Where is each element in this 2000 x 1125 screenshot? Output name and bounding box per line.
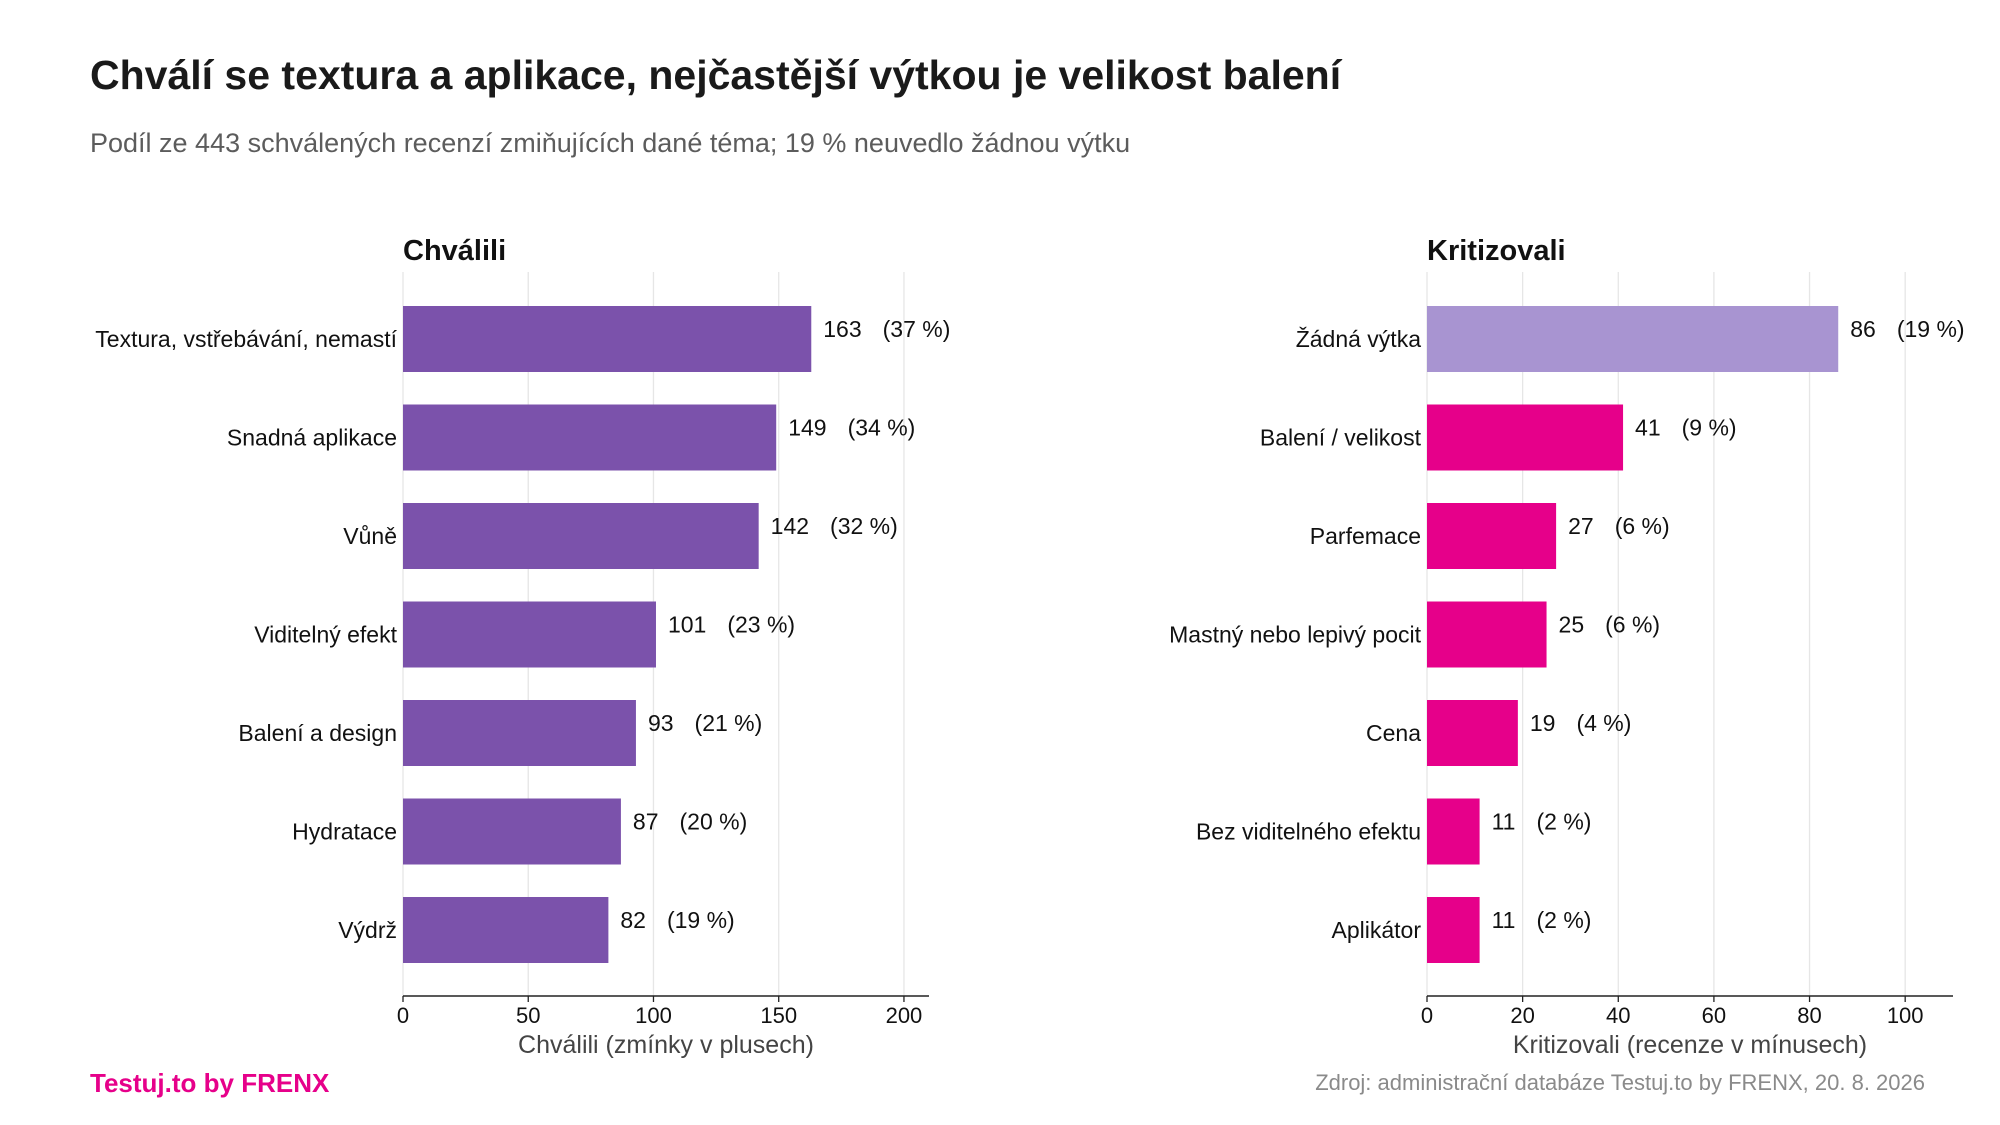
criticized-value-label: 25: [1559, 612, 1585, 638]
praised-value-label: 82: [620, 907, 646, 933]
praised-percent-label: (34 %): [848, 415, 916, 441]
chart-title: Chválí se textura a aplikace, nejčastějš…: [90, 52, 1342, 98]
criticized-percent-label: (9 %): [1682, 415, 1737, 441]
criticized-bar: [1427, 798, 1480, 865]
praised-category-label: Hydratace: [292, 819, 397, 845]
praised-value-label: 101: [668, 612, 706, 638]
chart-subtitle: Podíl ze 443 schválených recenzí zmiňují…: [90, 128, 1131, 158]
criticized-panel-title: Kritizovali: [1427, 235, 1566, 267]
criticized-x-tick-label: 0: [1421, 1003, 1433, 1028]
praised-category-label: Snadná aplikace: [227, 425, 397, 451]
criticized-x-axis-label: Kritizovali (recenze v mínusech): [1513, 1031, 1867, 1059]
praised-panel-title: Chválili: [403, 235, 506, 267]
praised-bar: [403, 798, 621, 865]
criticized-bar: [1427, 700, 1518, 766]
praised-category-label: Výdrž: [338, 917, 397, 943]
criticized-category-label: Aplikátor: [1332, 917, 1422, 943]
praised-value-label: 87: [633, 809, 659, 835]
praised-value-label: 149: [788, 415, 826, 441]
criticized-value-label: 11: [1492, 907, 1516, 933]
praised-bar: [403, 897, 609, 963]
praised-x-axis-label: Chválili (zmínky v plusech): [518, 1031, 814, 1059]
praised-percent-label: (37 %): [883, 316, 951, 342]
criticized-percent-label: (2 %): [1536, 809, 1591, 835]
criticized-category-label: Žádná výtka: [1296, 326, 1421, 352]
praised-bar: [403, 404, 777, 471]
praised-value-label: 163: [823, 316, 861, 342]
praised-percent-label: (19 %): [667, 907, 735, 933]
criticized-value-label: 41: [1635, 415, 1661, 441]
praised-category-label: Balení a design: [238, 720, 397, 746]
criticized-value-label: 19: [1530, 710, 1556, 736]
source-note: Zdroj: administrační databáze Testuj.to …: [1315, 1070, 1925, 1095]
panel-criticized: Kritizovali 0 20 40 60 80 100 Kritizovali (rece…: [1169, 235, 1964, 1059]
praised-bar: [403, 700, 636, 766]
criticized-percent-label: (4 %): [1576, 710, 1631, 736]
criticized-bar: [1427, 503, 1557, 569]
criticized-value-label: 11: [1492, 809, 1516, 835]
criticized-category-label: Cena: [1366, 720, 1421, 746]
criticized-value-label: 86: [1850, 316, 1876, 342]
praised-x-tick-label: 200: [886, 1003, 923, 1028]
criticized-x-tick-label: 60: [1702, 1003, 1726, 1028]
criticized-percent-label: (2 %): [1536, 907, 1591, 933]
praised-bar: [403, 601, 656, 668]
criticized-category-label: Balení / velikost: [1260, 425, 1422, 451]
panel-praised: Chválili 0 50 100 150 200 Chválili (zmínky v p…: [95, 235, 950, 1059]
criticized-percent-label: (6 %): [1615, 513, 1670, 539]
criticized-category-label: Bez viditelného efektu: [1196, 819, 1421, 845]
criticized-x-tick-label: 80: [1797, 1003, 1821, 1028]
criticized-x-tick-label: 20: [1510, 1003, 1534, 1028]
criticized-category-label: Mastný nebo lepivý pocit: [1169, 622, 1421, 648]
brand-label: Testuj.to by FRENX: [90, 1068, 330, 1098]
criticized-category-label: Parfemace: [1310, 523, 1421, 549]
praised-percent-label: (23 %): [727, 612, 795, 638]
praised-bar: [403, 306, 812, 372]
praised-bar: [403, 503, 759, 569]
criticized-bar: [1427, 404, 1624, 471]
praised-percent-label: (20 %): [680, 809, 748, 835]
criticized-bar: [1427, 897, 1480, 963]
praised-x-tick-label: 100: [635, 1003, 672, 1028]
criticized-bar: [1427, 306, 1839, 372]
criticized-percent-label: (19 %): [1897, 316, 1965, 342]
criticized-percent-label: (6 %): [1605, 612, 1660, 638]
praised-category-label: Viditelný efekt: [254, 622, 397, 648]
criticized-x-tick-label: 100: [1887, 1003, 1924, 1028]
criticized-value-label: 27: [1568, 513, 1594, 539]
criticized-bar: [1427, 601, 1547, 668]
praised-x-tick-label: 0: [397, 1003, 409, 1028]
praised-x-tick-label: 150: [760, 1003, 797, 1028]
praised-percent-label: (32 %): [830, 513, 898, 539]
praised-value-label: 93: [648, 710, 674, 736]
praised-category-label: Vůně: [343, 523, 397, 549]
praised-value-label: 142: [771, 513, 809, 539]
praised-x-tick-label: 50: [516, 1003, 540, 1028]
praised-percent-label: (21 %): [695, 710, 763, 736]
criticized-x-tick-label: 40: [1606, 1003, 1630, 1028]
praised-category-label: Textura, vstřebávání, nemastí: [95, 326, 397, 352]
